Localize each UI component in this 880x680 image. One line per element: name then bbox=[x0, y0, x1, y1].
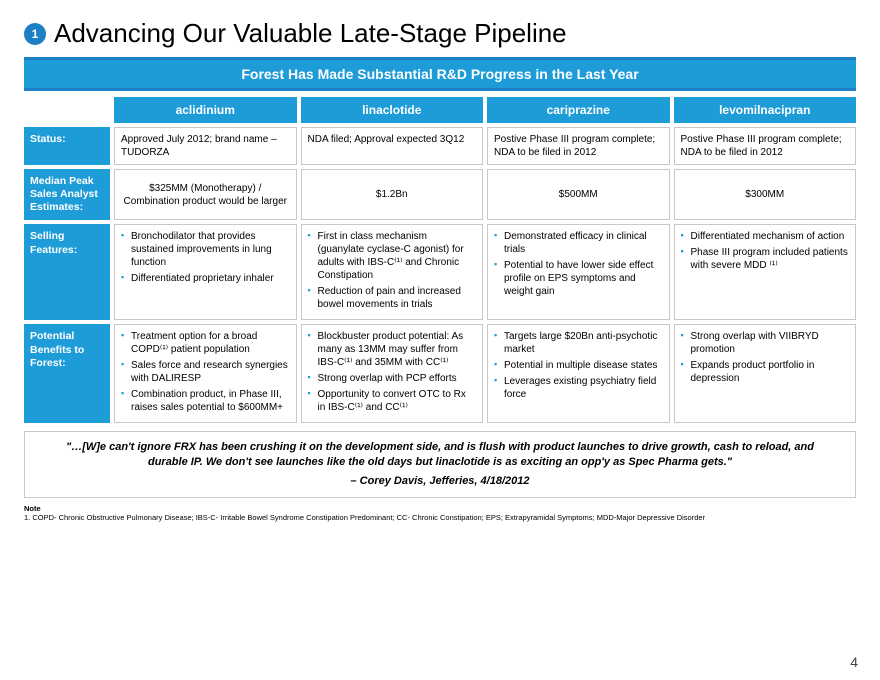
bullet-item: Blockbuster product potential: As many a… bbox=[308, 330, 477, 369]
row-head-features: Selling Features: bbox=[24, 224, 110, 320]
bullet-item: Phase III program included patients with… bbox=[681, 246, 850, 272]
bullet-item: Bronchodilator that provides sustained i… bbox=[121, 230, 290, 269]
bullet-list: First in class mechanism (guanylate cycl… bbox=[308, 230, 477, 311]
row-head-status: Status: bbox=[24, 127, 110, 165]
bullet-item: Differentiated proprietary inhaler bbox=[121, 272, 290, 285]
bullet-item: Targets large $20Bn anti-psychotic marke… bbox=[494, 330, 663, 356]
page-title: Advancing Our Valuable Late-Stage Pipeli… bbox=[54, 18, 567, 49]
bullet-item: Strong overlap with VIIBRYD promotion bbox=[681, 330, 850, 356]
bullet-item: Strong overlap with PCP efforts bbox=[308, 372, 477, 385]
cell-status-2: Postive Phase III program complete; NDA … bbox=[487, 127, 670, 165]
cell-benefits-2: Targets large $20Bn anti-psychotic marke… bbox=[487, 324, 670, 423]
bullet-item: Potential to have lower side effect prof… bbox=[494, 259, 663, 298]
note-body: 1. COPD- Chronic Obstructive Pulmonary D… bbox=[24, 513, 856, 522]
col-head-2: cariprazine bbox=[487, 97, 670, 123]
bullet-item: Potential in multiple disease states bbox=[494, 359, 663, 372]
bullet-item: Treatment option for a broad COPD⁽¹⁾ pat… bbox=[121, 330, 290, 356]
cell-status-0: Approved July 2012; brand name – TUDORZA bbox=[114, 127, 297, 165]
note-label: Note bbox=[24, 504, 856, 513]
bullet-list: Strong overlap with VIIBRYD promotion Exp… bbox=[681, 330, 850, 385]
bullet-item: Sales force and research synergies with … bbox=[121, 359, 290, 385]
cell-benefits-1: Blockbuster product potential: As many a… bbox=[301, 324, 484, 423]
bullet-list: Demonstrated efficacy in clinical trials… bbox=[494, 230, 663, 298]
cell-features-0: Bronchodilator that provides sustained i… bbox=[114, 224, 297, 320]
bullet-item: Expands product portfolio in depression bbox=[681, 359, 850, 385]
cell-features-2: Demonstrated efficacy in clinical trials… bbox=[487, 224, 670, 320]
cell-benefits-0: Treatment option for a broad COPD⁽¹⁾ pat… bbox=[114, 324, 297, 423]
bullet-item: Combination product, in Phase III, raise… bbox=[121, 388, 290, 414]
col-head-3: levomilnacipran bbox=[674, 97, 857, 123]
bullet-item: Opportunity to convert OTC to Rx in IBS-… bbox=[308, 388, 477, 414]
title-row: 1 Advancing Our Valuable Late-Stage Pipe… bbox=[24, 18, 856, 49]
cell-sales-3: $300MM bbox=[674, 169, 857, 220]
cell-features-3: Differentiated mechanism of action Phase … bbox=[674, 224, 857, 320]
bullet-item: Leverages existing psychiatry field forc… bbox=[494, 375, 663, 401]
bullet-list: Treatment option for a broad COPD⁽¹⁾ pat… bbox=[121, 330, 290, 414]
cell-sales-1: $1.2Bn bbox=[301, 169, 484, 220]
bullet-item: Differentiated mechanism of action bbox=[681, 230, 850, 243]
bullet-item: First in class mechanism (guanylate cycl… bbox=[308, 230, 477, 282]
banner: Forest Has Made Substantial R&D Progress… bbox=[24, 57, 856, 91]
quote-text: "…[W]e can't ignore FRX has been crushin… bbox=[66, 441, 814, 468]
page-number: 4 bbox=[850, 654, 858, 670]
cell-status-3: Postive Phase III program complete; NDA … bbox=[674, 127, 857, 165]
bullet-list: Bronchodilator that provides sustained i… bbox=[121, 230, 290, 285]
bullet-item: Reduction of pain and increased bowel mo… bbox=[308, 285, 477, 311]
bullet-list: Targets large $20Bn anti-psychotic marke… bbox=[494, 330, 663, 401]
cell-sales-2: $500MM bbox=[487, 169, 670, 220]
cell-sales-0: $325MM (Monotherapy) / Combination produ… bbox=[114, 169, 297, 220]
quote-box: "…[W]e can't ignore FRX has been crushin… bbox=[24, 431, 856, 498]
row-head-sales: Median Peak Sales Analyst Estimates: bbox=[24, 169, 110, 220]
row-head-benefits: Potential Benefits to Forest: bbox=[24, 324, 110, 423]
cell-benefits-3: Strong overlap with VIIBRYD promotion Exp… bbox=[674, 324, 857, 423]
cell-status-1: NDA filed; Approval expected 3Q12 bbox=[301, 127, 484, 165]
col-head-1: linaclotide bbox=[301, 97, 484, 123]
cell-features-1: First in class mechanism (guanylate cycl… bbox=[301, 224, 484, 320]
pipeline-grid: aclidinium linaclotide cariprazine levom… bbox=[24, 97, 856, 423]
bullet-item: Demonstrated efficacy in clinical trials bbox=[494, 230, 663, 256]
bullet-list: Differentiated mechanism of action Phase … bbox=[681, 230, 850, 272]
col-head-0: aclidinium bbox=[114, 97, 297, 123]
quote-attribution: – Corey Davis, Jefferies, 4/18/2012 bbox=[45, 474, 835, 489]
title-badge: 1 bbox=[24, 23, 46, 45]
grid-corner bbox=[24, 97, 110, 123]
bullet-list: Blockbuster product potential: As many a… bbox=[308, 330, 477, 414]
